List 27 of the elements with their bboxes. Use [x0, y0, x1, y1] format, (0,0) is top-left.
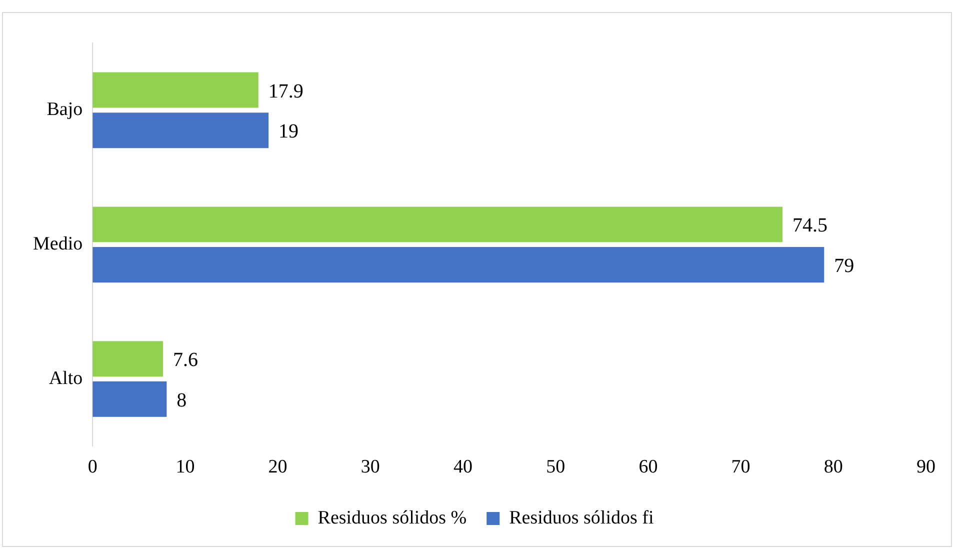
x-tick-label: 80 — [824, 456, 843, 478]
x-tick-label: 10 — [176, 456, 195, 478]
y-tick-label: Medio — [32, 234, 83, 255]
data-label: 19 — [278, 120, 299, 143]
x-tick-label: 20 — [268, 456, 288, 478]
data-label: 8 — [176, 389, 187, 412]
data-label: 7.6 — [172, 349, 198, 372]
bar — [92, 72, 258, 108]
x-tick-label: 30 — [360, 456, 380, 478]
x-tick-label: 90 — [916, 456, 936, 478]
y-tick-label: Alto — [48, 368, 83, 389]
bar — [92, 247, 824, 282]
data-label: 79 — [834, 255, 854, 278]
data-label: 17.9 — [268, 80, 304, 102]
bar — [92, 206, 782, 242]
bar — [92, 112, 269, 148]
x-tick-label: 70 — [731, 456, 750, 478]
x-tick-label: 50 — [546, 456, 566, 478]
x-tick-label: 0 — [88, 456, 98, 478]
legend-label: Residuos sólidos fi — [509, 507, 654, 528]
bar — [92, 381, 167, 417]
legend-label: Residuos sólidos % — [318, 507, 467, 528]
data-label: 74.5 — [792, 214, 828, 237]
x-tick-label: 60 — [638, 456, 658, 478]
y-tick-label: Bajo — [46, 99, 83, 120]
x-tick-label: 40 — [454, 456, 473, 478]
bar — [92, 341, 163, 377]
